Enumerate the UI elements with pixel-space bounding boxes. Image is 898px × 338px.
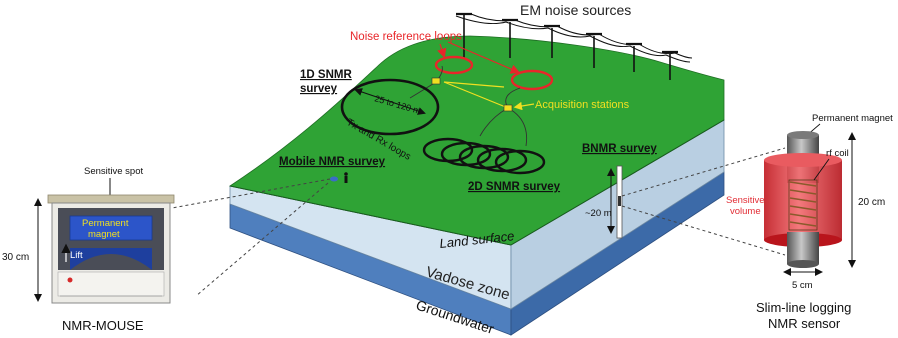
acquisition-arrow <box>513 101 535 111</box>
rf-coil <box>789 181 817 227</box>
nmr-mouse-inset: Sensitive spot Permanent magnet Lift 30 … <box>2 166 175 333</box>
sensitive-volume-label-line2: volume <box>730 206 761 217</box>
bnmr-survey-label: BNMR survey <box>582 143 657 155</box>
logging-sensor-title: Slim-line logging <box>756 300 851 315</box>
tx-rx-loops-2d <box>422 137 546 175</box>
mobile-nmr-survey-label: Mobile NMR survey <box>279 156 386 168</box>
logging-leader-line <box>621 205 786 256</box>
acquisition-station <box>431 77 441 85</box>
lower-magnet <box>787 232 819 264</box>
person-icon <box>344 172 348 183</box>
permanent-magnet-label: Permanent <box>82 218 129 229</box>
lift-label: Lift <box>70 250 83 261</box>
nmr-mouse-title: NMR-MOUSE <box>62 318 144 333</box>
noise-reference-loops-label: Noise reference loops <box>350 31 462 43</box>
rf-coil-pointer <box>813 158 830 181</box>
survey-1d-label-line2: survey <box>300 83 338 95</box>
mouse-base <box>57 271 165 297</box>
logging-sensor-title-line2: NMR sensor <box>768 316 841 331</box>
sensor-width-label: 5 cm <box>792 280 813 291</box>
sensor-permanent-magnet-label: Permanent magnet <box>812 113 893 124</box>
mouse-leader-line <box>171 178 331 209</box>
borehole-tool <box>618 196 621 206</box>
tx-rx-loop-1d <box>340 78 440 136</box>
sensor-height-label: 20 cm <box>858 197 885 208</box>
mouse-top-plate <box>47 194 175 204</box>
power-wire <box>455 15 691 63</box>
land-surface <box>228 35 725 246</box>
mobile-nmr-device <box>330 176 338 182</box>
logging-leader-line <box>621 147 786 197</box>
mouse-indicator-light <box>67 277 73 283</box>
rf-coil-label: rf coil <box>826 148 849 159</box>
sensitive-spot-label: Sensitive spot <box>84 166 144 177</box>
acquisition-stations-label: Acquisition stations <box>535 99 630 111</box>
noise-reference-loop <box>510 69 554 91</box>
logging-sensor-inset: Permanent magnet rf coil Sensitive volum… <box>726 113 893 331</box>
power-line <box>455 12 693 80</box>
acquisition-station <box>503 104 513 112</box>
sensitive-volume-label: Sensitive <box>726 195 765 206</box>
noise-reference-loop <box>434 55 474 75</box>
noise-ref-arrow <box>437 43 447 59</box>
em-noise-sources-label: EM noise sources <box>520 2 631 18</box>
acquisition-wiring <box>443 81 509 109</box>
depth-label: ~20 m <box>585 208 612 219</box>
permanent-magnet-label-line2: magnet <box>88 229 120 240</box>
survey-1d-label: 1D SNMR <box>300 69 352 81</box>
loop-diameter-arrow <box>354 88 426 115</box>
noise-ref-arrow <box>447 41 521 74</box>
mouse-lift-mechanism <box>70 248 152 270</box>
mouse-leader-line <box>195 182 329 297</box>
survey-2d-label: 2D SNMR survey <box>468 181 561 193</box>
mouse-height-label: 30 cm <box>2 252 29 263</box>
mouse-magnet <box>69 215 153 241</box>
